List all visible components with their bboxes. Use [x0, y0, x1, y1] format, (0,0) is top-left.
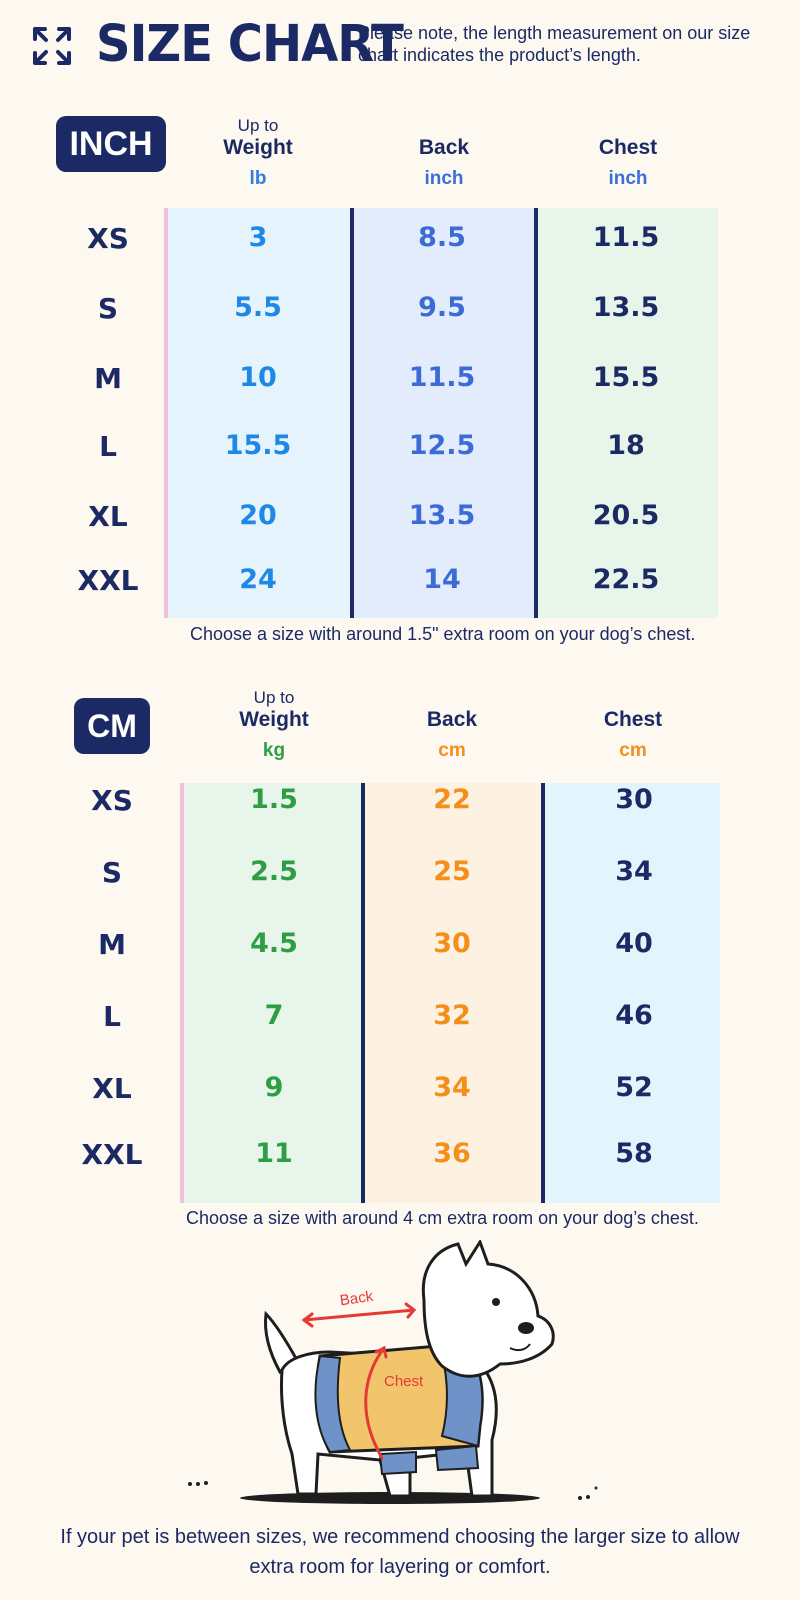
size-label: XL [88, 500, 128, 533]
weight-value: 2.5 [250, 856, 298, 887]
weight-value: 7 [264, 1000, 284, 1031]
weight-value: 1.5 [250, 784, 298, 815]
back-column-bg [364, 783, 544, 1203]
column-divider [361, 783, 365, 1203]
back-value: 12.5 [408, 430, 476, 461]
size-label: S [101, 856, 123, 889]
chest-value: 13.5 [592, 292, 660, 323]
unit-label: inch [608, 168, 648, 189]
chest-value: 40 [615, 928, 653, 959]
back-measure-label: Back [339, 1288, 375, 1310]
weight-value: 10 [239, 362, 277, 393]
weight-column-header: Up to Weight kg [184, 688, 364, 762]
chest-value: 58 [615, 1138, 653, 1169]
up-to-label: Up to [237, 116, 279, 135]
chest-value: 15.5 [592, 362, 660, 393]
weight-value: 9 [264, 1072, 284, 1103]
up-to-label [538, 116, 718, 136]
back-value: 9.5 [418, 292, 466, 323]
weight-column-header: Up to Weight lb [168, 116, 348, 190]
footer-recommendation: If your pet is between sizes, we recomme… [60, 1526, 740, 1578]
chest-value: 20.5 [592, 500, 660, 531]
column-divider [541, 783, 545, 1203]
column-label: Weight [223, 136, 293, 159]
chest-column-header: Chest inch [538, 116, 718, 190]
up-to-label: Up to [253, 688, 295, 707]
chest-column-bg [544, 783, 720, 1203]
back-value: 14 [423, 564, 461, 595]
size-label: XL [92, 1072, 132, 1105]
chest-value: 34 [615, 856, 653, 887]
unit-label: cm [619, 740, 647, 761]
up-to-label [354, 116, 534, 136]
column-label: Chest [598, 136, 658, 159]
chest-value: 22.5 [592, 564, 660, 595]
unit-label: cm [438, 740, 466, 761]
cm-fit-hint: Choose a size with around 4 cm extra roo… [186, 1208, 699, 1228]
back-value: 32 [433, 1000, 471, 1031]
unit-badge-inch: INCH [56, 116, 166, 172]
unit-label: inch [424, 168, 464, 189]
back-value: 22 [433, 784, 471, 815]
chest-column-bg [536, 208, 718, 618]
header-note: Please note, the length measurement on o… [358, 23, 751, 65]
chest-value: 30 [615, 784, 653, 815]
size-label: M [98, 928, 126, 961]
weight-value: 5.5 [234, 292, 282, 323]
column-label: Back [418, 136, 470, 159]
size-label: L [103, 1000, 121, 1033]
back-value: 25 [433, 856, 471, 887]
column-divider [534, 208, 538, 618]
chest-value: 46 [615, 1000, 653, 1031]
chest-measure-label: Chest [384, 1373, 424, 1390]
size-label: XS [91, 784, 133, 817]
back-value: 36 [433, 1138, 471, 1169]
weight-column-bg [184, 783, 364, 1203]
unit-label: kg [262, 740, 286, 761]
weight-value: 4.5 [250, 928, 298, 959]
row-divider-line [164, 208, 168, 618]
unit-label: lb [249, 168, 267, 189]
up-to-label [362, 688, 542, 708]
inch-fit-hint: Choose a size with around 1.5" extra roo… [190, 624, 696, 644]
column-label: Back [426, 708, 478, 731]
column-label: Weight [239, 708, 309, 731]
back-value: 8.5 [418, 222, 466, 253]
weight-value: 11 [255, 1138, 293, 1169]
weight-value: 20 [239, 500, 277, 531]
weight-value: 15.5 [224, 430, 292, 461]
weight-value: 24 [239, 564, 277, 595]
back-column-bg [352, 208, 536, 618]
size-label: L [99, 430, 117, 463]
weight-value: 3 [248, 222, 268, 253]
back-column-header: Back inch [354, 116, 534, 190]
size-label: XS [87, 222, 129, 255]
back-value: 11.5 [408, 362, 476, 393]
expand-icon [33, 27, 71, 65]
dog-in-sweater-illustration: Back Chest [188, 1240, 598, 1504]
back-value: 34 [433, 1072, 471, 1103]
page-title: SIZE CHART [96, 14, 404, 74]
chest-column-header: Chest cm [543, 688, 723, 762]
chest-value: 18 [607, 430, 645, 461]
size-label: XXL [77, 564, 139, 597]
up-to-label [543, 688, 723, 708]
back-value: 30 [433, 928, 471, 959]
row-divider-line [180, 783, 184, 1203]
size-label: XXL [81, 1138, 143, 1171]
column-divider [350, 208, 354, 618]
chest-value: 52 [615, 1072, 653, 1103]
size-label: M [94, 362, 122, 395]
chest-value: 11.5 [592, 222, 660, 253]
back-column-header: Back cm [362, 688, 542, 762]
column-label: Chest [603, 708, 663, 731]
back-value: 13.5 [408, 500, 476, 531]
size-label: S [97, 292, 119, 325]
unit-badge-cm: CM [74, 698, 150, 754]
weight-column-bg [168, 208, 352, 618]
